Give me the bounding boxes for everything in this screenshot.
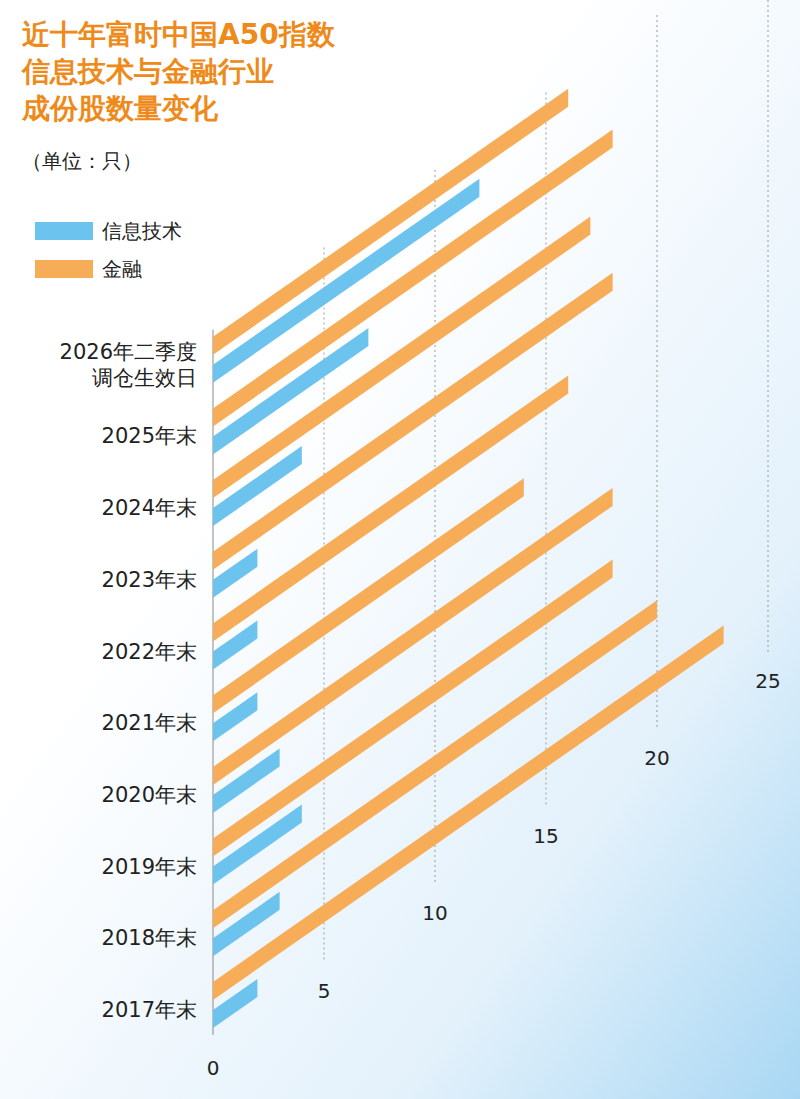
grid-line bbox=[546, 93, 547, 808]
legend-label: 金融 bbox=[102, 257, 142, 281]
legend-swatch bbox=[35, 222, 93, 240]
legend-swatch bbox=[35, 260, 93, 278]
tick-label: 20 bbox=[644, 746, 669, 770]
bar bbox=[213, 89, 568, 355]
bar bbox=[213, 376, 568, 642]
category-label: 2025年末 bbox=[102, 424, 197, 448]
tick-label: 10 bbox=[422, 901, 447, 925]
bar bbox=[213, 129, 613, 426]
tick-label: 15 bbox=[533, 824, 558, 848]
bar bbox=[213, 217, 590, 499]
category-label: 2020年末 bbox=[102, 783, 197, 807]
category-label-line: 2026年二季度 bbox=[60, 340, 197, 364]
bar bbox=[213, 273, 613, 570]
grid-line bbox=[657, 15, 658, 730]
grid-line bbox=[324, 248, 325, 963]
category-label: 2023年末 bbox=[102, 568, 197, 592]
title: 信息技术与金融行业 bbox=[21, 55, 274, 88]
bar bbox=[213, 560, 613, 857]
bar bbox=[213, 626, 724, 1001]
grid-line bbox=[768, 0, 769, 653]
axis-line bbox=[213, 330, 214, 1035]
tick-label: 0 bbox=[207, 1056, 220, 1080]
category-label: 2024年末 bbox=[102, 496, 197, 520]
category-label: 2018年末 bbox=[102, 926, 197, 950]
bars bbox=[213, 89, 724, 1028]
background bbox=[0, 0, 800, 1099]
legend-label: 信息技术 bbox=[102, 219, 182, 243]
bar bbox=[213, 179, 479, 383]
tick-label: 5 bbox=[318, 979, 331, 1003]
category-label: 2017年末 bbox=[102, 998, 197, 1022]
category-label: 2021年末 bbox=[102, 711, 197, 735]
tick-label: 25 bbox=[755, 669, 780, 693]
grid-line bbox=[435, 170, 436, 885]
bar bbox=[213, 488, 613, 785]
category-label: 2019年末 bbox=[102, 855, 197, 879]
title: 成份股数量变化 bbox=[21, 92, 219, 125]
subtitle: （单位：只） bbox=[22, 149, 142, 173]
category-label: 2022年末 bbox=[102, 640, 197, 664]
title: 近十年富时中国A50指数 bbox=[22, 18, 336, 51]
category-label: 2026年二季度调仓生效日 bbox=[60, 340, 197, 390]
category-label-line: 调仓生效日 bbox=[92, 366, 197, 390]
